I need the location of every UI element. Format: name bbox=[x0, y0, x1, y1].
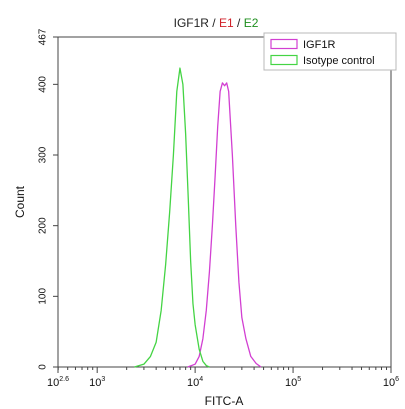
x-tick-exponent: 4 bbox=[199, 376, 203, 383]
y-tick-label: 200 bbox=[38, 217, 49, 234]
y-tick-label: 467 bbox=[38, 28, 49, 45]
y-tick-label: 100 bbox=[38, 288, 49, 305]
x-tick-exponent: 3 bbox=[101, 376, 105, 383]
x-axis-ticks: 102.6 103 104 105 106 bbox=[47, 367, 399, 389]
x-tick-base: 10 bbox=[47, 377, 59, 389]
x-tick-label: 106 bbox=[383, 376, 399, 389]
title-part-3: / bbox=[234, 16, 244, 30]
y-tick-label: 300 bbox=[38, 146, 49, 163]
plot-frame bbox=[57, 36, 392, 368]
y-axis-ticks: 0 100 200 300 400 467 bbox=[38, 28, 58, 370]
x-tick-exponent: 5 bbox=[297, 376, 301, 383]
histogram-series bbox=[134, 67, 262, 368]
legend-swatch bbox=[270, 54, 298, 66]
title-part-1: / bbox=[209, 16, 219, 30]
chart-legend: IGF1R Isotype control bbox=[263, 32, 397, 71]
y-tick-label: 0 bbox=[38, 364, 49, 370]
x-tick-exponent: 2.6 bbox=[59, 376, 69, 383]
x-tick-base: 10 bbox=[89, 377, 101, 389]
title-part-2: E1 bbox=[219, 16, 234, 30]
y-axis-label: Count bbox=[13, 185, 27, 218]
x-tick-label: 102.6 bbox=[47, 376, 69, 389]
x-tick-exponent: 6 bbox=[395, 376, 399, 383]
x-tick-base: 10 bbox=[285, 377, 297, 389]
y-tick-label: 400 bbox=[38, 76, 49, 93]
x-axis-label: FITC-A bbox=[205, 394, 244, 408]
legend-swatch bbox=[270, 38, 298, 50]
title-part-0: IGF1R bbox=[174, 16, 210, 30]
x-tick-label: 104 bbox=[187, 376, 203, 389]
x-tick-base: 10 bbox=[187, 377, 199, 389]
x-tick-label: 105 bbox=[285, 376, 301, 389]
x-tick-base: 10 bbox=[383, 377, 395, 389]
x-tick-label: 103 bbox=[89, 376, 105, 389]
series-line-igf1r bbox=[187, 82, 262, 368]
title-part-4: E2 bbox=[244, 16, 259, 30]
series-line-isotype-control bbox=[134, 67, 210, 368]
legend-label: IGF1R bbox=[303, 39, 335, 51]
chart-title: IGF1R / E1 / E2 bbox=[174, 16, 259, 30]
legend-label: Isotype control bbox=[303, 55, 375, 67]
